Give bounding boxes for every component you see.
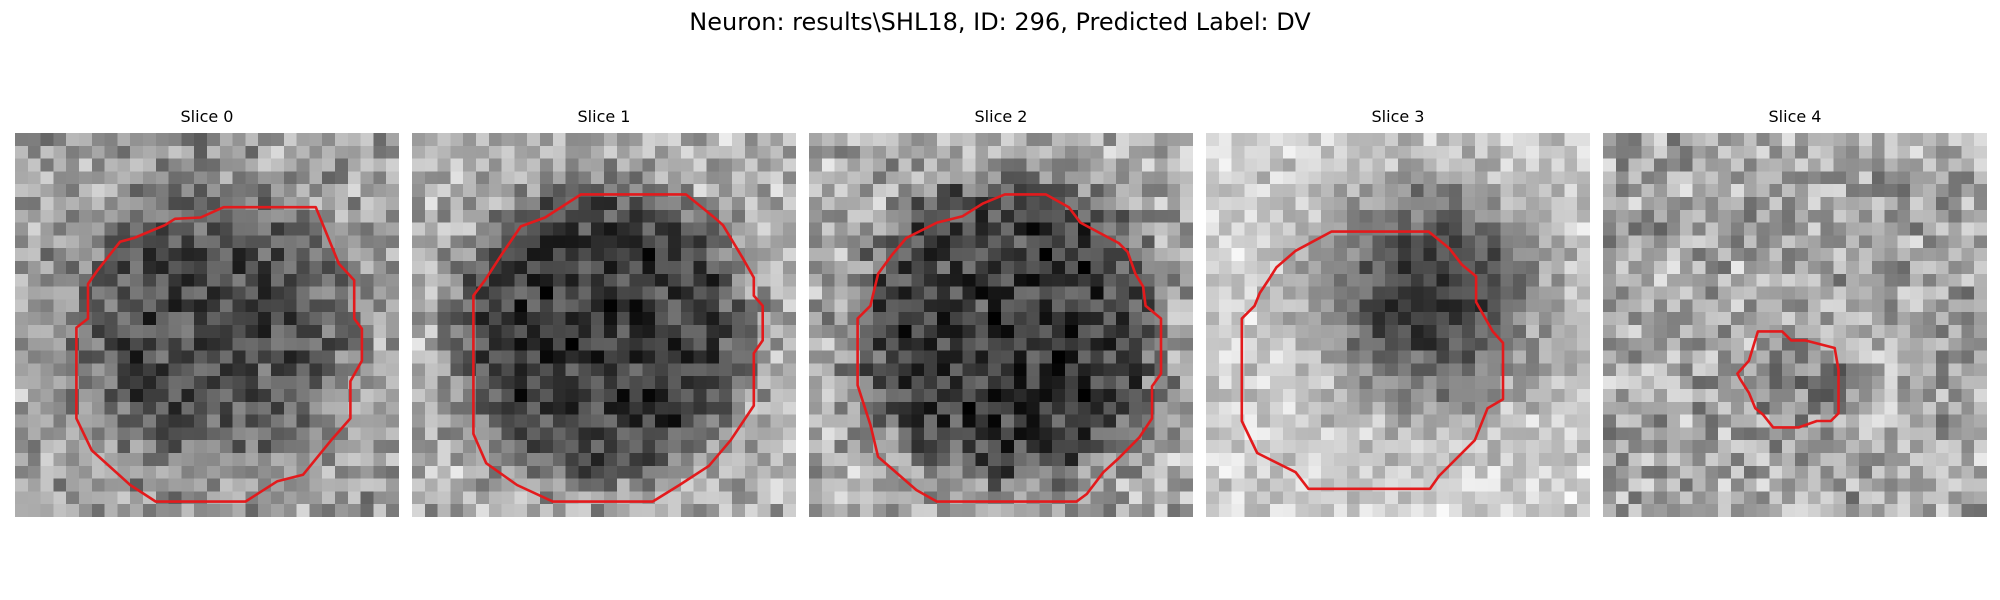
slice-panel-4: Slice 4 bbox=[1603, 107, 1987, 517]
pixel-grid bbox=[1603, 133, 1987, 517]
slice-image bbox=[1206, 133, 1590, 517]
neuron-contour bbox=[856, 193, 1163, 503]
neuron-contour bbox=[1736, 330, 1840, 429]
slice-title: Slice 2 bbox=[974, 107, 1028, 126]
slice-panel-1: Slice 1 bbox=[412, 107, 796, 517]
slice-title: Slice 1 bbox=[577, 107, 631, 126]
slice-image bbox=[1603, 133, 1987, 517]
figure-title: Neuron: results\SHL18, ID: 296, Predicte… bbox=[689, 8, 1311, 36]
pixel-grid bbox=[412, 133, 796, 517]
neuron-contour bbox=[75, 205, 364, 503]
slice-panel-2: Slice 2 bbox=[809, 107, 1193, 517]
pixel-grid bbox=[809, 133, 1193, 517]
pixel-grid bbox=[1206, 133, 1590, 517]
slice-image bbox=[412, 133, 796, 517]
slice-title: Slice 0 bbox=[180, 107, 234, 126]
slice-panel-0: Slice 0 bbox=[15, 107, 399, 517]
neuron-contour bbox=[472, 193, 765, 503]
pixel-grid bbox=[15, 133, 399, 517]
slice-title: Slice 3 bbox=[1371, 107, 1425, 126]
slice-image bbox=[15, 133, 399, 517]
neuron-contour bbox=[1240, 230, 1505, 491]
slice-image bbox=[809, 133, 1193, 517]
slice-panel-3: Slice 3 bbox=[1206, 107, 1590, 517]
slice-title: Slice 4 bbox=[1768, 107, 1822, 126]
